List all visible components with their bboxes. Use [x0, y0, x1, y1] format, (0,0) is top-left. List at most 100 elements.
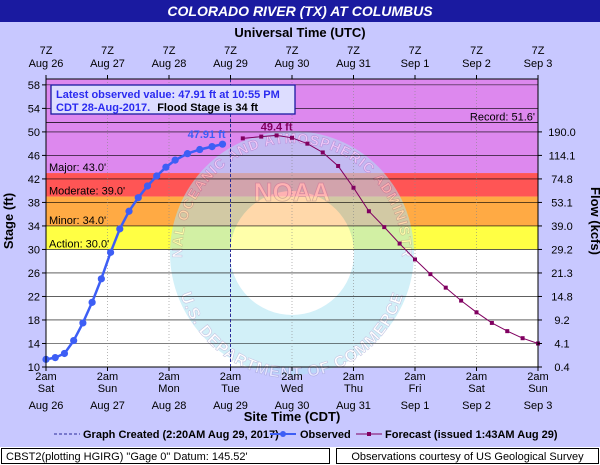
x-tick-time: 2am: [343, 371, 364, 383]
y-tick-label: 50: [28, 127, 40, 139]
y-tick-label: 58: [28, 80, 40, 92]
y2-axis-title: Flow (kcfs): [588, 187, 600, 255]
legend-observed: Observed: [300, 429, 351, 441]
forecast-line: [242, 134, 539, 344]
x-axis-title: Site Time (CDT): [244, 409, 341, 424]
forecast-point: [413, 257, 417, 262]
y-tick-label: 30: [28, 244, 40, 256]
forecast-point: [240, 136, 245, 141]
top-tick-time: 7Z: [40, 45, 53, 57]
x-tick-day: Sat: [468, 383, 485, 395]
forecast-point: [520, 336, 525, 341]
forecast-point: [474, 310, 479, 315]
y-tick-label: 22: [28, 291, 40, 303]
y-axis-title: Stage (ft): [1, 193, 16, 249]
forecast-point: [366, 209, 371, 214]
x-tick-time: 2am: [466, 371, 487, 383]
x-tick-time: 2am: [527, 371, 548, 383]
top-tick-date: Aug 26: [29, 58, 64, 70]
observed-point: [79, 319, 87, 327]
legend-observed-swatch-dot: [280, 431, 286, 437]
flood-label-major: Major: 43.0': [49, 162, 106, 174]
observed-point: [162, 163, 170, 171]
x-tick-day: Sat: [38, 383, 55, 395]
observed-point: [143, 182, 152, 190]
top-tick-date: Sep 1: [401, 58, 430, 70]
x-tick-day: Thu: [344, 383, 363, 395]
forecast-point: [505, 329, 510, 334]
observed-point: [88, 298, 96, 306]
x-tick-time: 2am: [281, 371, 302, 383]
observed-point: [153, 172, 161, 180]
y-tick-label: 54: [28, 103, 40, 115]
x-tick-date: Sep 1: [401, 400, 430, 412]
x-tick-day: Fri: [409, 383, 422, 395]
chart-title: COLORADO RIVER (TX) AT COLUMBUS: [167, 3, 433, 19]
x-tick-time: 2am: [158, 371, 179, 383]
observed-point: [196, 145, 204, 154]
series-layer: 47.91 ft 49.4 ft: [42, 79, 540, 367]
axes-layer: 10 14 18 22 26 30 34 38 42 46 50 54 58 0.4 4.1 9.2 14.8 2…: [28, 45, 576, 412]
x-tick-date: Aug 30: [275, 400, 310, 412]
observed-point: [116, 225, 124, 233]
x-tick-day: Mon: [158, 383, 179, 395]
top-tick-date: Aug 31: [336, 58, 371, 70]
top-tick-time: 7Z: [532, 45, 545, 57]
top-tick-time: 7Z: [101, 45, 114, 57]
y2-tick-label: 21.3: [551, 268, 572, 280]
forecast-peak-label: 49.4 ft: [261, 121, 293, 133]
flood-label-moderate: Moderate: 39.0': [49, 186, 125, 198]
x-tick-date: Sep 2: [462, 400, 491, 412]
forecast-point: [259, 134, 264, 139]
top-axis-title: Universal Time (UTC): [234, 25, 365, 40]
latest-observed-frame: [50, 84, 296, 115]
y2-tick-label: 53.1: [551, 197, 572, 209]
top-tick-time: 7Z: [163, 45, 176, 57]
x-tick-day: Sun: [528, 383, 548, 395]
legend: Graph Created (2:20AM Aug 29, 2017) Obse…: [54, 429, 558, 441]
latest-observed-time: CDT 28-Aug-2017.: [56, 102, 150, 114]
forecast-point: [290, 135, 294, 140]
legend-graph-created: Graph Created (2:20AM Aug 29, 2017): [83, 429, 279, 441]
y2-tick-label: 29.2: [551, 244, 572, 256]
y2-tick-label: 114.1: [549, 150, 576, 162]
observed-point: [134, 194, 142, 202]
top-tick-time: 7Z: [470, 45, 483, 57]
observed-point: [171, 156, 179, 164]
y2-tick-label: 4.1: [554, 338, 569, 350]
x-tick-time: 2am: [97, 371, 118, 383]
observed-point: [51, 353, 59, 362]
observed-point: [70, 336, 78, 345]
y-tick-label: 34: [28, 221, 40, 233]
forecast-point: [382, 225, 387, 230]
flood-label-action: Action: 30.0': [49, 238, 109, 250]
y-tick-label: 42: [28, 174, 40, 186]
top-tick-date: Sep 2: [462, 58, 491, 70]
record-label: Record: 51.6': [470, 111, 535, 123]
footer-credits: Observations courtesy of US Geological S…: [336, 448, 599, 464]
title-bar: [0, 0, 600, 22]
observed-point: [97, 275, 105, 283]
forecast-point: [489, 320, 494, 325]
observed-point: [106, 248, 115, 256]
legend-forecast-swatch-dot: [367, 432, 371, 436]
observed-point: [60, 349, 69, 358]
forecast-point: [397, 241, 402, 246]
forecast-point: [443, 285, 448, 290]
y2-tick-label: 74.8: [551, 174, 572, 186]
top-tick-date: Aug 28: [152, 58, 187, 70]
top-tick-date: Aug 27: [90, 58, 125, 70]
x-tick-date: Aug 27: [90, 400, 125, 412]
y2-tick-label: 190.0: [548, 127, 576, 139]
observed-peak-label: 47.91 ft: [188, 129, 226, 141]
top-tick-date: Aug 29: [213, 58, 248, 70]
x-tick-day: Sun: [98, 383, 118, 395]
flood-label-minor: Minor: 34.0': [49, 215, 106, 227]
x-tick-time: 2am: [220, 371, 241, 383]
latest-observed-line2: CDT 28-Aug-2017. Flood Stage is 34 ft: [56, 102, 258, 114]
y-tick-label: 18: [28, 315, 40, 327]
forecast-point: [320, 150, 325, 155]
x-tick-date: Aug 29: [213, 400, 248, 412]
y2-tick-label: 0.4: [554, 362, 569, 374]
flood-category-labels: Record: 51.6' Major: 43.0' Moderate: 39.0'…: [49, 111, 535, 250]
